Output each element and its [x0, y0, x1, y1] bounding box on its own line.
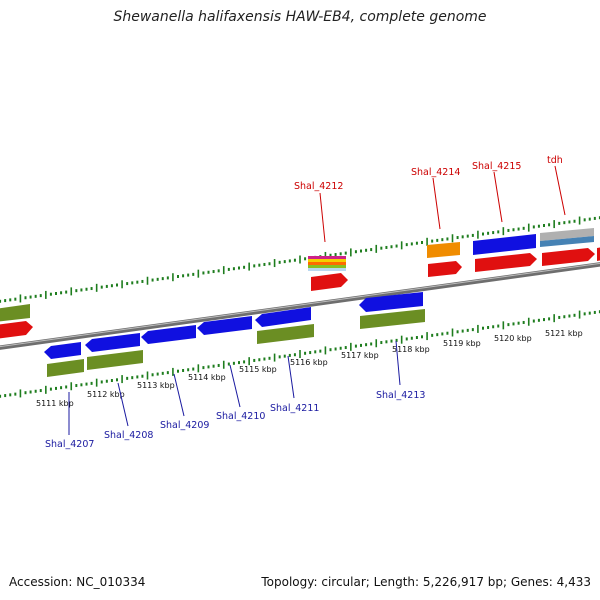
forward-strand-track — [0, 228, 600, 339]
label-leader-line — [173, 373, 185, 417]
tick-label: 5121 kbp — [545, 329, 583, 338]
genome-backbone — [0, 262, 600, 350]
gene-label-shal-4214[interactable]: Shal_4214 — [411, 167, 460, 178]
cds-feature-shal-4213[interactable] — [359, 292, 423, 312]
label-leader-line — [493, 171, 503, 223]
tick-label: 5120 kbp — [494, 334, 532, 343]
label-leader-line — [229, 364, 241, 408]
gene-label-shal-4209[interactable]: Shal_4209 — [160, 420, 209, 431]
cog-feature[interactable] — [0, 304, 30, 322]
map-title: Shewanella halifaxensis HAW-EB4, complet… — [113, 9, 487, 25]
gene-label-shal-4215[interactable]: Shal_4215 — [472, 161, 521, 172]
cds-feature-shal-4210[interactable] — [197, 316, 252, 335]
cog-feature[interactable] — [308, 265, 346, 268]
gene-label-shal-4212[interactable]: Shal_4212 — [294, 181, 343, 192]
cog-feature[interactable] — [257, 324, 314, 344]
cds-feature-tdh[interactable] — [542, 248, 595, 266]
ruler-tick-labels: 5111 kbp 5112 kbp 5113 kbp 5114 kbp 5115… — [36, 329, 583, 408]
gene-label-shal-4208[interactable]: Shal_4208 — [104, 430, 153, 441]
tick-label: 5118 kbp — [392, 345, 430, 354]
label-leader-line — [432, 177, 441, 230]
gene-label-tdh[interactable]: tdh — [547, 155, 563, 166]
gene-label-shal-4211[interactable]: Shal_4211 — [270, 403, 319, 414]
cog-feature[interactable] — [540, 236, 594, 247]
outer-ruler-track — [0, 216, 600, 303]
cog-feature[interactable] — [308, 268, 346, 271]
cog-feature[interactable] — [308, 262, 346, 265]
gene-label-shal-4207[interactable]: Shal_4207 — [45, 439, 94, 450]
tick-label: 5112 kbp — [87, 390, 125, 399]
label-leader-line — [287, 355, 295, 399]
tick-label: 5113 kbp — [137, 381, 175, 390]
gene-label-shal-4210[interactable]: Shal_4210 — [216, 411, 265, 422]
tick-label: 5111 kbp — [36, 399, 74, 408]
cog-feature[interactable] — [47, 359, 84, 377]
reverse-gene-labels: Shal_4207 Shal_4208 Shal_4209 Shal_4210 … — [45, 340, 425, 450]
label-leader-line — [319, 192, 326, 243]
accession-text: Accession: NC_010334 — [9, 575, 146, 589]
cds-feature[interactable] — [597, 246, 600, 261]
tick-label: 5119 kbp — [443, 339, 481, 348]
cds-feature-shal-4212[interactable] — [311, 273, 348, 291]
label-leader-line — [395, 340, 401, 386]
genome-stats-text: Topology: circular; Length: 5,226,917 bp… — [261, 575, 591, 589]
tick-label: 5115 kbp — [239, 365, 277, 374]
tick-label: 5114 kbp — [188, 373, 226, 382]
cog-feature[interactable] — [87, 350, 143, 370]
cds-feature-shal-4215[interactable] — [475, 253, 537, 272]
tick-label: 5116 kbp — [290, 358, 328, 367]
cds-feature-shal-4208[interactable] — [85, 333, 140, 352]
genome-backbone-highlight — [0, 262, 600, 348]
label-leader-line — [117, 382, 129, 427]
cog-feature[interactable] — [308, 256, 346, 259]
cds-feature-shal-4207[interactable] — [44, 342, 81, 359]
forward-gene-labels: Shal_4212 Shal_4214 Shal_4215 tdh — [294, 155, 566, 243]
gene-label-shal-4213[interactable]: Shal_4213 — [376, 390, 425, 401]
label-leader-line — [554, 165, 566, 216]
cds-feature[interactable] — [0, 321, 33, 339]
cog-feature[interactable] — [540, 228, 594, 241]
cds-feature-shal-4215-reverse[interactable] — [473, 234, 536, 255]
inner-ruler-track — [0, 310, 600, 398]
cog-feature[interactable] — [308, 259, 346, 262]
reverse-strand-track — [44, 292, 425, 377]
cog-feature[interactable] — [360, 309, 425, 329]
cds-feature-shal-4211[interactable] — [255, 307, 311, 327]
cds-feature-shal-4214[interactable] — [428, 261, 462, 277]
cds-feature-shal-4209[interactable] — [141, 325, 196, 344]
tick-label: 5117 kbp — [341, 351, 379, 360]
cog-feature[interactable] — [427, 242, 460, 258]
